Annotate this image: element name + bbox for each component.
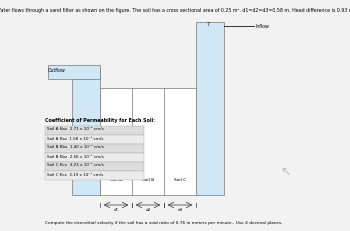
Text: Soil A: Soil A: [110, 178, 122, 182]
Text: Soil A Kaz  1.58 x 10⁻³ cm/s: Soil A Kaz 1.58 x 10⁻³ cm/s: [47, 137, 103, 140]
Text: Soil C Kcz  3.19 x 10⁻³ cm/s: Soil C Kcz 3.19 x 10⁻³ cm/s: [47, 173, 103, 176]
Text: Water flows through a sand filter as shown on the figure. The soil has a cross s: Water flows through a sand filter as sho…: [0, 8, 350, 13]
Bar: [48, 65, 100, 79]
Bar: [46, 162, 144, 171]
Text: Soil B Kbx  1.40 x 10⁻² cm/s: Soil B Kbx 1.40 x 10⁻² cm/s: [47, 146, 104, 149]
Bar: [46, 144, 144, 153]
Text: Soil B Kbz  2.56 x 10⁻³ cm/s: Soil B Kbz 2.56 x 10⁻³ cm/s: [47, 155, 104, 158]
Text: Coefficient of Permeability for Each Soil:: Coefficient of Permeability for Each Soi…: [46, 118, 155, 123]
Text: Outflow: Outflow: [48, 69, 65, 73]
Text: d3: d3: [177, 208, 183, 212]
Text: ↖: ↖: [280, 165, 290, 179]
Bar: [72, 68, 100, 195]
Text: Soil A Kax  2.71 x 10⁻² cm/s: Soil A Kax 2.71 x 10⁻² cm/s: [47, 128, 104, 131]
Bar: [100, 88, 196, 195]
Text: Soil B: Soil B: [142, 178, 154, 182]
Text: d2: d2: [145, 208, 150, 212]
Text: Soil C: Soil C: [174, 178, 186, 182]
Text: d1: d1: [113, 208, 119, 212]
Bar: [46, 126, 144, 135]
Text: Inflow: Inflow: [255, 24, 269, 28]
Text: Soil C Kcx  3.23 x 10⁻² cm/s: Soil C Kcx 3.23 x 10⁻² cm/s: [47, 164, 104, 167]
Bar: [46, 135, 144, 144]
Text: 7: 7: [207, 21, 210, 27]
Text: Compute the interstitial velocity if the soil has a void ratio of 0.76 in meters: Compute the interstitial velocity if the…: [46, 221, 283, 225]
Bar: [46, 153, 144, 162]
Bar: [46, 171, 144, 180]
Bar: [196, 22, 224, 195]
